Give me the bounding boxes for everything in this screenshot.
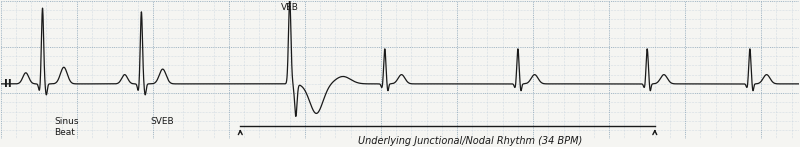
Text: Underlying Junctional/Nodal Rhythm (34 BPM): Underlying Junctional/Nodal Rhythm (34 B… — [358, 136, 582, 146]
Text: VEB: VEB — [281, 3, 298, 12]
Text: Sinus
Beat: Sinus Beat — [54, 117, 78, 137]
Text: SVEB: SVEB — [150, 117, 174, 126]
Text: II: II — [5, 79, 12, 89]
